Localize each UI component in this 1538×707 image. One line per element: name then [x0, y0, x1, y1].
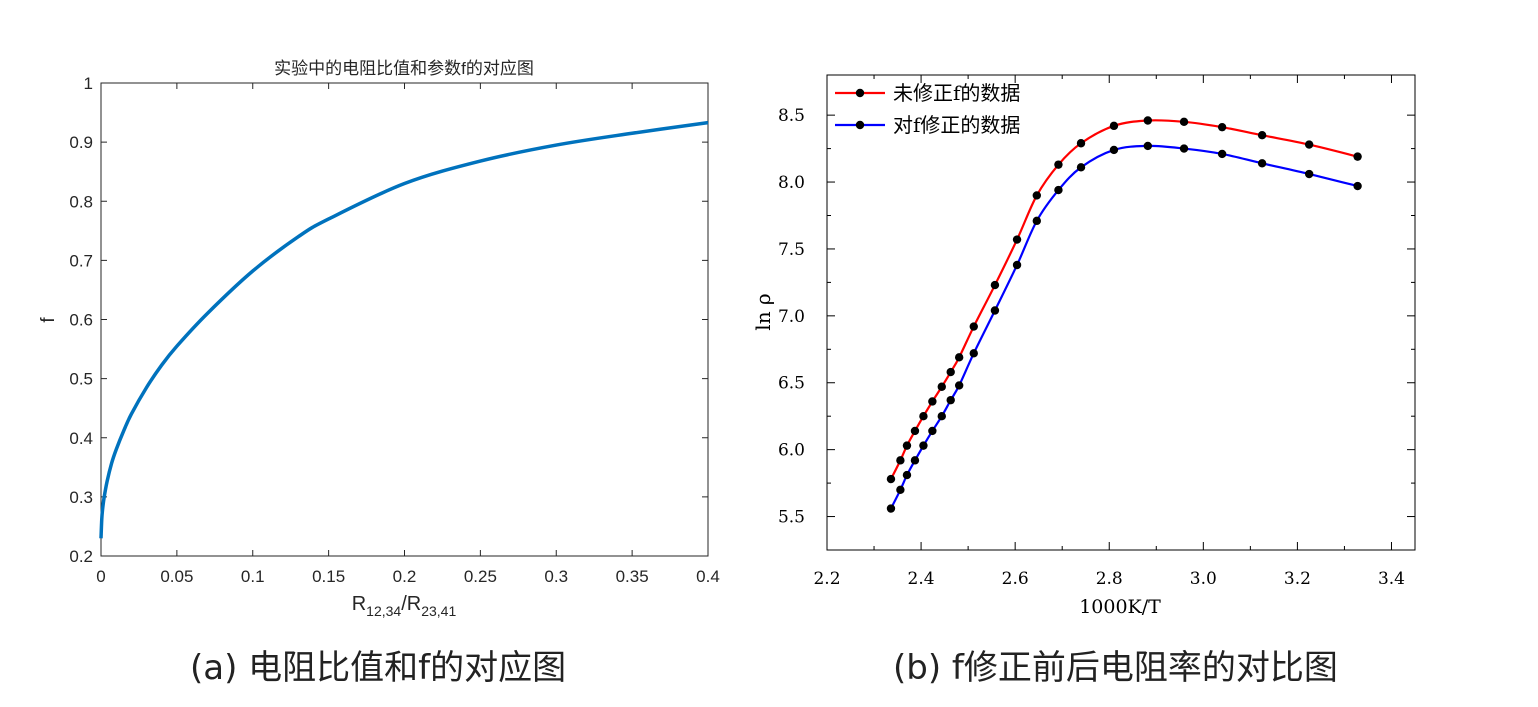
- chart-a-x-tick-label: 0.15: [312, 567, 345, 586]
- chart-b-series-1-line: [889, 119, 1358, 480]
- chart-b-series-2-point: [969, 349, 978, 358]
- chart-b-series-2-point: [1353, 181, 1362, 191]
- chart-b-y-tick-label: 8.5: [778, 106, 805, 126]
- chart-b-series-2-point: [886, 504, 896, 513]
- chart-a-plot-area: [100, 82, 709, 557]
- chart-b-series-2-line: [889, 144, 1358, 510]
- chart-b-series-2-point: [1109, 145, 1119, 155]
- chart-a-y-tick-label: 0.5: [69, 370, 93, 389]
- chart-b-series-1-point: [1012, 235, 1022, 244]
- chart-a-x-axis-label: R12,34/R23,41: [352, 593, 457, 619]
- chart-b-series-1-point: [1054, 160, 1063, 169]
- chart-b-x-axis-label: 1000K/T: [1079, 596, 1161, 618]
- chart-a-y-tick-label: 0.6: [69, 311, 93, 330]
- legend-label-1: 未修正f的数据: [893, 81, 1020, 105]
- chart-b-series-2-point: [1217, 149, 1227, 159]
- chart-a-series-line: [99, 120, 709, 539]
- chart-a-y-axis-label: f: [38, 317, 59, 323]
- chart-a: 实验中的电阻比值和参数f的对应图 f R12,34/R23,41 0 0.05 0.…: [38, 59, 720, 619]
- chart-b-series-1-point: [896, 456, 905, 465]
- chart-b-y-tick-label: 8.0: [778, 173, 805, 193]
- legend-label-2: 对f修正的数据: [893, 113, 1020, 137]
- chart-b-series-1-point: [1179, 117, 1189, 127]
- chart-b-y-tick-label: 6.0: [778, 441, 805, 461]
- chart-b-series-1-point: [1143, 116, 1153, 125]
- chart-a-x-tick-label: 0.1: [241, 567, 265, 586]
- chart-b-series-2-point: [1179, 144, 1189, 153]
- chart-b-x-tick-label: 2.8: [1096, 569, 1123, 589]
- chart-b-series-2-point: [1257, 159, 1267, 168]
- chart-b-series-2-point: [954, 381, 964, 390]
- chart-b-x-tick-label: 3.0: [1190, 569, 1217, 589]
- chart-a-x-tick-label: 0.05: [160, 567, 193, 586]
- chart-a-x-tick-label: 0.3: [544, 567, 568, 586]
- chart-a-y-tick-label: 0.7: [69, 251, 93, 270]
- chart-b-series-1-point: [886, 474, 896, 484]
- chart-a-y-tick-label: 0.4: [69, 429, 93, 448]
- chart-b-x-tick-label: 2.4: [908, 569, 935, 589]
- chart-b-y-tick-label: 6.5: [778, 374, 805, 394]
- chart-a-y-tick-label: 1: [84, 74, 93, 93]
- chart-b-x-tick-label: 3.4: [1378, 569, 1405, 589]
- chart-b-x-tick-label: 3.2: [1284, 569, 1311, 589]
- chart-b-series-1-point: [1109, 121, 1119, 131]
- chart-b-series-2-point: [910, 456, 920, 465]
- chart-b-y-tick-label: 7.0: [778, 307, 805, 327]
- chart-b-series-2-point: [928, 426, 937, 436]
- chart-b: ln ρ 1000K/T 2.2 2.4 2.6 2.8 3.0 3.2 3.4 5.5 6.0…: [751, 74, 1416, 618]
- chart-b-series-2-point: [902, 470, 912, 480]
- chart-b-series-1-point: [1032, 191, 1041, 200]
- chart-b-series-2-point: [1076, 163, 1086, 172]
- chart-b-x-tick-label: 2.2: [813, 569, 840, 589]
- chart-b-plot-area: [826, 74, 1416, 551]
- chart-b-series-2-point: [1032, 216, 1041, 226]
- chart-b-series-1-point: [1257, 131, 1267, 140]
- chart-a-x-tick-label: 0.25: [464, 567, 497, 586]
- legend-marker-1: [855, 88, 865, 98]
- chart-a-y-tick-label: 0.8: [69, 192, 93, 211]
- chart-a-y-tick-label: 0.3: [69, 488, 93, 507]
- chart-b-series-2-point: [1054, 185, 1063, 195]
- chart-b-y-tick-label: 7.5: [778, 240, 805, 260]
- chart-b-y-axis-label: ln ρ: [751, 293, 775, 330]
- chart-b-series-2-point: [990, 306, 1000, 315]
- chart-b-series-2-point: [896, 485, 905, 494]
- chart-b-series-1-point: [969, 322, 978, 331]
- chart-b-series-1-point: [1076, 139, 1086, 148]
- chart-a-y-tick-label: 0.2: [69, 547, 93, 566]
- chart-b-series-1-point: [954, 353, 964, 362]
- chart-b-series-1-point: [928, 397, 937, 406]
- chart-a-x-tick-label: 0: [96, 567, 105, 586]
- chart-a-x-tick-label: 0.4: [696, 567, 720, 586]
- chart-b-series-1-point: [946, 367, 955, 377]
- chart-b-series-1-point: [919, 411, 928, 421]
- chart-a-x-tick-label: 0.35: [616, 567, 649, 586]
- legend-marker-2: [855, 120, 865, 130]
- chart-b-series-2-point: [937, 411, 946, 421]
- chart-b-series-2-point: [919, 441, 928, 450]
- chart-b-series-1-point: [1304, 140, 1314, 149]
- chart-a-title: 实验中的电阻比值和参数f的对应图: [274, 59, 534, 78]
- chart-b-series-2-point: [1012, 260, 1022, 270]
- chart-b-x-tick-label: 2.6: [1002, 569, 1029, 589]
- chart-b-series-2-point: [946, 395, 955, 405]
- chart-b-series-1-point: [1353, 152, 1362, 161]
- chart-b-series-1-point: [990, 280, 1000, 290]
- chart-b-series-1-point: [910, 426, 920, 436]
- chart-b-series-1-point: [1217, 122, 1227, 132]
- chart-b-series-1-point: [937, 382, 946, 391]
- chart-a-y-tick-label: 0.9: [69, 133, 93, 152]
- chart-a-x-tick-label: 0.2: [393, 567, 417, 586]
- chart-b-series-2-point: [1304, 169, 1314, 179]
- chart-b-series-2-point: [1143, 141, 1153, 151]
- caption-b: (b) f修正前后电阻率的对比图: [893, 648, 1338, 688]
- caption-a: (a) 电阻比值和f的对应图: [190, 648, 567, 688]
- chart-b-y-tick-label: 5.5: [778, 508, 805, 528]
- chart-b-series-1-point: [902, 441, 912, 450]
